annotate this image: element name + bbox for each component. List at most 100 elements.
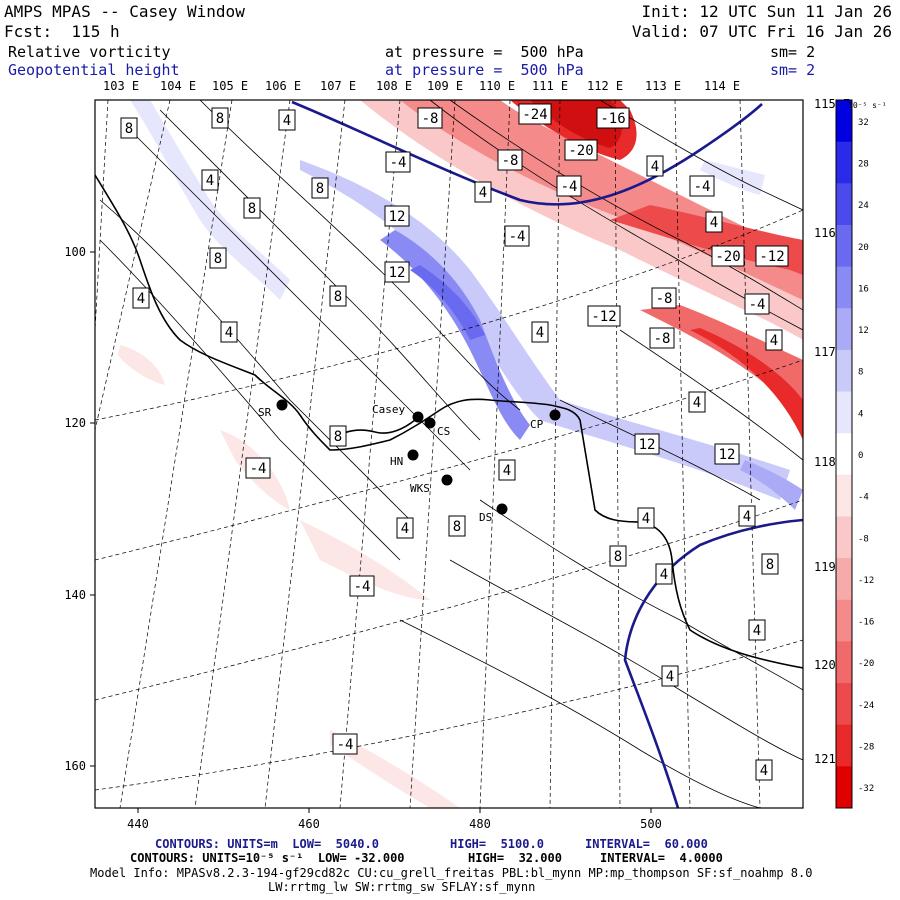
contour-label: -4 [561,179,578,195]
colorbar-tick-label: -32 [858,784,874,794]
longitude-label: 111 E [532,79,568,93]
contour-label-box [596,107,630,129]
colorbar-tick-label: 32 [858,118,869,128]
contour-label-box [396,517,414,539]
longitude-label: 108 E [376,79,412,93]
contour-label-box [634,433,660,455]
contour-label-box [332,733,358,755]
contour-label-box [311,177,329,199]
longitude-label: 104 E [160,79,196,93]
longitude-label: 109 E [427,79,463,93]
contour-label: 4 [137,291,145,307]
x-tick-label: 460 [298,817,320,831]
contour-label: -8 [422,111,439,127]
contour-label: -20 [568,143,593,159]
footer-vort-high: HIGH= 32.000 [468,851,562,865]
contour-label-box [384,205,410,227]
contour-label-box [497,149,523,171]
contour-label: -24 [522,107,547,123]
colorbar-swatch [836,683,852,726]
contour-label-box [329,285,347,307]
longitude-label: 105 E [212,79,248,93]
contour-label-box [637,507,655,529]
contour-label: 4 [503,463,511,479]
contour-label: 4 [693,395,701,411]
longitude-label: 112 E [587,79,623,93]
contour-label: 12 [389,209,406,225]
contour-label-box [220,321,238,343]
colorbar-swatch [836,599,852,642]
contour-label-box [744,293,770,315]
contour-label-box [518,103,552,125]
contour-label-box [417,107,443,129]
contour-label: 4 [536,325,544,341]
contour-label: 4 [479,185,487,201]
field1-smoothing: sm= 2 [770,43,816,61]
contour-label-box [349,575,375,597]
contour-label: 4 [642,511,650,527]
contour-label-box [755,759,773,781]
contour-label-box [385,151,411,173]
x-axis-ticks: 440 460 480 500 [127,808,662,831]
colorbar: 32 28 24 20 16 12 8 4 0 -4 -8 -12 -16 -20 -24 -28 -32 [835,99,874,809]
contour-label-box [748,619,766,641]
longitude-label: 110 E [479,79,515,93]
station-marker [407,449,419,461]
contour-label: 4 [651,159,659,175]
y-tick-label: 120 [64,416,86,430]
stations-layer: SR Casey CS HN WKS DS CP [258,399,561,524]
contour-label-box [474,181,492,203]
forecast-hour: Fcst: 115 h [4,22,120,41]
longitude-label: 103 E [103,79,139,93]
contour-label: 4 [660,567,668,583]
contour-label-box [120,117,138,139]
longitude-top-labels: 103 E 104 E 105 E 106 E 107 E 108 E 109 E 110 E… [103,79,740,93]
contour-label: 8 [334,289,342,305]
footer-height-contours: CONTOURS: UNITS=m LOW= 5040.0 [155,837,379,851]
contour-label: 4 [666,669,674,685]
y-tick-label: 160 [64,759,86,773]
contour-label: -4 [390,155,407,171]
contour-label: -4 [354,579,371,595]
contour-label-box [705,211,723,233]
footer-height-interval: INTERVAL= 60.000 [585,837,708,851]
colorbar-tick-label: 20 [858,243,869,253]
init-time: Init: 12 UTC Sun 11 Jan 26 [641,2,892,21]
height-contours [291,100,803,808]
contour-label: 12 [719,447,736,463]
colorbar-swatch [836,641,852,684]
contour-label: 4 [770,333,778,349]
contour-label-box [755,245,789,267]
contour-label: 4 [206,173,214,189]
footer-physics: LW:rrtmg_lw SW:rrtmg_sw SFLAY:sf_mynn [268,880,536,894]
model-title: AMPS MPAS -- Casey Window [4,2,245,21]
footer-model-info: Model Info: MPASv8.2.3-194-gf29cd82c CU:… [90,866,813,880]
contour-label-box [531,321,549,343]
contour-label: 8 [125,121,133,137]
colorbar-swatch [836,308,852,351]
colorbar-swatch [836,266,852,309]
colorbar-swatch [836,141,852,184]
field2-level: at pressure = 500 hPa [385,61,584,79]
colorbar-tick-label: 4 [858,409,863,419]
station-label: WKS [410,482,430,495]
contour-label-box [651,287,677,309]
colorbar-tick-label: -20 [858,659,874,669]
y-axis-ticks: 100 120 140 160 [64,245,95,773]
contour-label: 8 [214,251,222,267]
field2-name: Geopotential height [8,61,180,79]
contour-labels-layer: 8 8 4 -8 -24 -16 -20 4 -4 -8 -4 4 8 -4 8 4 12 -4 4 -20 -12 8 1… [120,103,789,781]
longitude-label: 114 E [704,79,740,93]
colorbar-unit: 10⁻⁵ s⁻¹ [848,101,887,110]
contour-label-box [556,175,582,197]
contour-label-box [609,545,627,567]
station-label: Casey [372,403,405,416]
colorbar-swatch [836,724,852,767]
contour-label: 4 [283,113,291,129]
contour-label: 4 [760,763,768,779]
station-label: CS [437,425,450,438]
y-tick-label: 140 [64,588,86,602]
colorbar-tick-label: -12 [858,576,874,586]
station-label: HN [390,455,403,468]
colorbar-swatch [836,433,852,476]
